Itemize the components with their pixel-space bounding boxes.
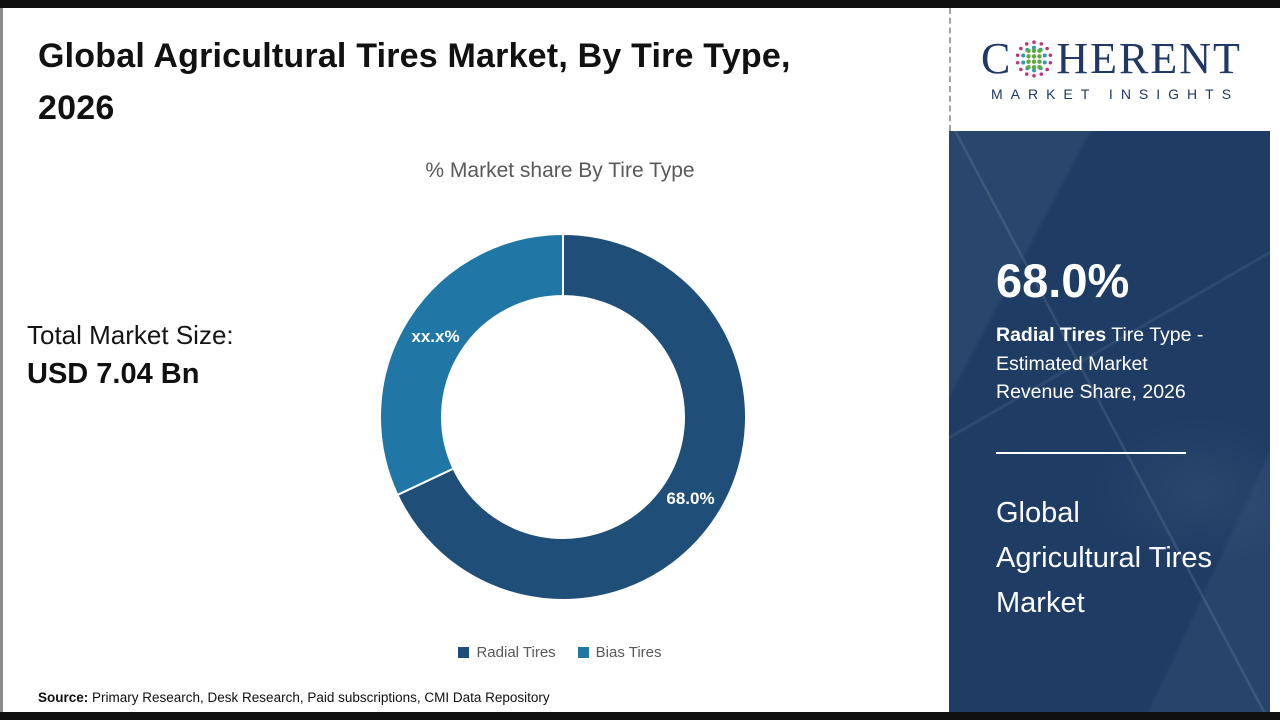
- source-label: Source:: [38, 690, 89, 705]
- total-market-value: USD 7.04 Bn: [27, 358, 200, 390]
- brand-logo-tagline: MARKET INSIGHTS: [990, 86, 1240, 102]
- globe-dot: [1026, 48, 1032, 54]
- globe-dot: [1032, 45, 1037, 50]
- sidebar-stat-value: 68.0%: [996, 254, 1130, 307]
- globe-dot: [1037, 48, 1043, 54]
- right-sidebar: 68.0% Radial Tires Tire Type - Estimated…: [949, 131, 1270, 712]
- logo-word-rest: HERENT: [1056, 34, 1242, 83]
- globe-dot: [1039, 42, 1044, 46]
- legend-label: Radial Tires: [476, 644, 556, 661]
- globe-dot: [1045, 46, 1050, 51]
- sidebar-stat-segment: Radial Tires: [996, 324, 1107, 346]
- globe-dot: [1021, 53, 1026, 58]
- globe-dot: [1032, 48, 1037, 54]
- globe-dot: [1032, 68, 1037, 73]
- globe-dot: [1049, 53, 1053, 58]
- page-title: Global Agricultural Tires Market, By Tir…: [38, 37, 791, 128]
- globe-dot: [1019, 46, 1024, 51]
- chart-legend: Radial Tires Bias Tires: [180, 644, 940, 661]
- globe-dot: [1043, 60, 1048, 65]
- globe-dot: [1037, 54, 1043, 59]
- globe-dot: [1032, 64, 1037, 70]
- total-market-label: Total Market Size:: [27, 320, 234, 350]
- globe-dot: [1019, 67, 1024, 72]
- bottom-border: [0, 712, 1280, 720]
- globe-dot: [1025, 42, 1029, 46]
- source-text: Primary Research, Desk Research, Paid su…: [88, 690, 550, 705]
- globe-dot: [1037, 64, 1043, 70]
- globe-dot: [1032, 40, 1037, 44]
- donut-label-bias-tires: xx.x%: [411, 327, 459, 346]
- source-note: Source: Primary Research, Desk Research,…: [38, 690, 550, 705]
- legend-swatch: [458, 647, 470, 658]
- globe-dot: [1043, 53, 1048, 58]
- globe-dot: [1021, 60, 1026, 65]
- legend-item-bias-tires: Bias Tires: [577, 644, 662, 661]
- legend-label: Bias Tires: [595, 644, 662, 661]
- donut-chart: 68.0% xx.x%: [379, 232, 747, 601]
- globe-dot: [1026, 64, 1032, 70]
- globe-dot: [1032, 54, 1037, 59]
- globe-dot: [1039, 72, 1044, 76]
- brand-logo: C HERENT MARKET INSIGHTS: [949, 8, 1272, 131]
- brand-logo-wordmark: C HERENT: [981, 37, 1242, 81]
- dotted-globe-icon: [1016, 40, 1053, 78]
- top-border: [0, 0, 1280, 8]
- logo-letter-c: C: [981, 34, 1013, 83]
- donut-slice-radial-tires: [396, 232, 747, 601]
- left-border: [0, 8, 3, 712]
- globe-dot: [1049, 60, 1053, 65]
- legend-item-radial-tires: Radial Tires: [458, 644, 556, 661]
- globe-dot: [1032, 59, 1037, 64]
- globe-dot: [1037, 59, 1043, 64]
- legend-swatch: [577, 647, 589, 658]
- donut-label-radial-tires: 68.0%: [666, 489, 714, 508]
- sidebar-stat-description: Radial Tires Tire Type - Estimated Marke…: [996, 321, 1226, 407]
- sidebar-divider: [996, 452, 1186, 454]
- globe-dot: [1045, 67, 1050, 72]
- globe-dot: [1026, 59, 1032, 64]
- total-market-block: Total Market Size: USD 7.04 Bn: [27, 320, 234, 391]
- globe-dot: [1016, 53, 1020, 58]
- chart-subtitle: % Market share By Tire Type: [425, 159, 695, 182]
- donut-slice-bias-tires: [379, 232, 564, 497]
- globe-dot: [1026, 54, 1032, 59]
- globe-dot: [1016, 60, 1020, 65]
- sidebar-market-name: Global Agricultural Tires Market: [996, 497, 1212, 619]
- globe-dot: [1025, 72, 1029, 76]
- sidebar-stat-rest: Tire Type - Estimated Market Revenue Sha…: [996, 324, 1204, 404]
- globe-dot: [1032, 74, 1037, 78]
